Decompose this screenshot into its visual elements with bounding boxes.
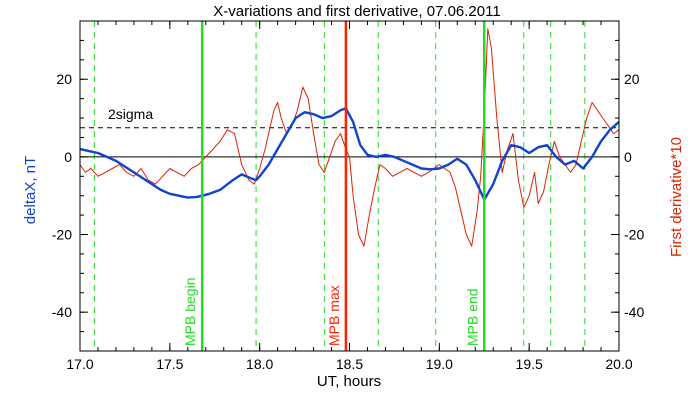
series-deltaX-line <box>79 107 620 201</box>
y-tick-label-right-0: -40 <box>624 304 644 320</box>
solid-markers: MPB begin MPB max MPB end <box>182 21 486 351</box>
threshold: 2sigma <box>80 106 619 129</box>
x-tick-label-5: 19.5 <box>516 356 543 372</box>
y-ticks: -40 -20 0 20 -40 -20 0 20 <box>52 20 644 352</box>
y-axis-label-right: First derivative*10 <box>668 137 685 257</box>
threshold-label: 2sigma <box>108 106 153 122</box>
y-tick-label-right-1: -20 <box>624 227 644 243</box>
series-layer <box>79 28 620 247</box>
x-axis-label: UT, hours <box>317 373 381 390</box>
y-axis-label-left: deltaX, nT <box>22 156 39 224</box>
marker-label-0: MPB begin <box>182 278 198 346</box>
y-tick-label-left-3: 20 <box>56 71 72 87</box>
marker-label-2: MPB end <box>464 288 480 346</box>
chart-title: X-variations and first derivative, 07.06… <box>213 3 500 20</box>
y-tick-label-right-2: 0 <box>624 149 632 165</box>
dashed-markers <box>93 21 586 351</box>
x-ticks: 17.0 17.5 18.0 18.5 19.0 19.5 20.0 <box>66 21 633 372</box>
x-tick-label-2: 18.0 <box>246 356 273 372</box>
x-tick-label-0: 17.0 <box>66 356 93 372</box>
plot-frame <box>79 20 620 352</box>
x-tick-label-4: 19.0 <box>426 356 453 372</box>
y-tick-label-left-1: -20 <box>52 227 72 243</box>
x-tick-label-6: 20.0 <box>605 356 632 372</box>
y-tick-label-left-0: -40 <box>52 304 72 320</box>
series-derivative-line <box>79 28 620 247</box>
x-tick-label-1: 17.5 <box>156 356 183 372</box>
y-tick-label-right-3: 20 <box>624 71 640 87</box>
y-tick-label-left-2: 0 <box>64 149 72 165</box>
x-tick-label-3: 18.5 <box>336 356 363 372</box>
marker-label-1: MPB max <box>326 285 342 346</box>
